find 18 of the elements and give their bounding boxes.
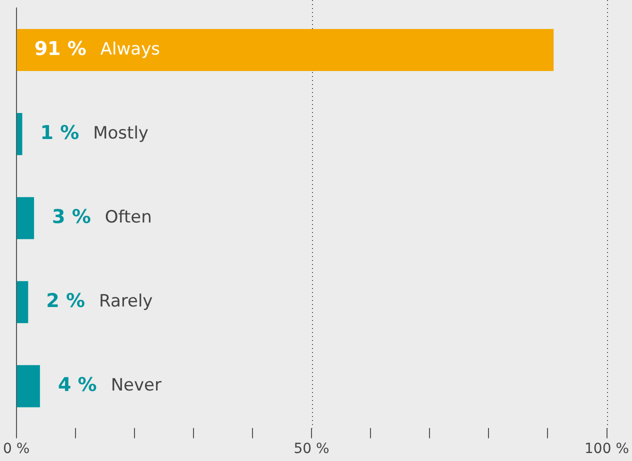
bar [16, 365, 40, 408]
data-label: 2 % [46, 290, 86, 312]
y-tick-label: Never [110, 376, 162, 396]
x-tick-label: 0 % [2, 441, 30, 458]
bar [16, 197, 34, 240]
y-tick-label: Rarely [99, 292, 153, 312]
bar [16, 29, 554, 72]
data-label: 4 % [58, 374, 97, 396]
bar [16, 113, 22, 156]
y-tick-label: Often [104, 208, 152, 228]
data-label: 1 % [40, 122, 80, 144]
data-label: 3 % [52, 206, 91, 228]
y-tick-label: Mostly [93, 123, 148, 144]
data-label: 91 % [34, 38, 86, 60]
y-tick-label: Always [100, 39, 160, 60]
x-tick-label: 100 % [584, 441, 630, 458]
x-tick-label: 50 % [294, 441, 330, 458]
bar [16, 281, 28, 324]
